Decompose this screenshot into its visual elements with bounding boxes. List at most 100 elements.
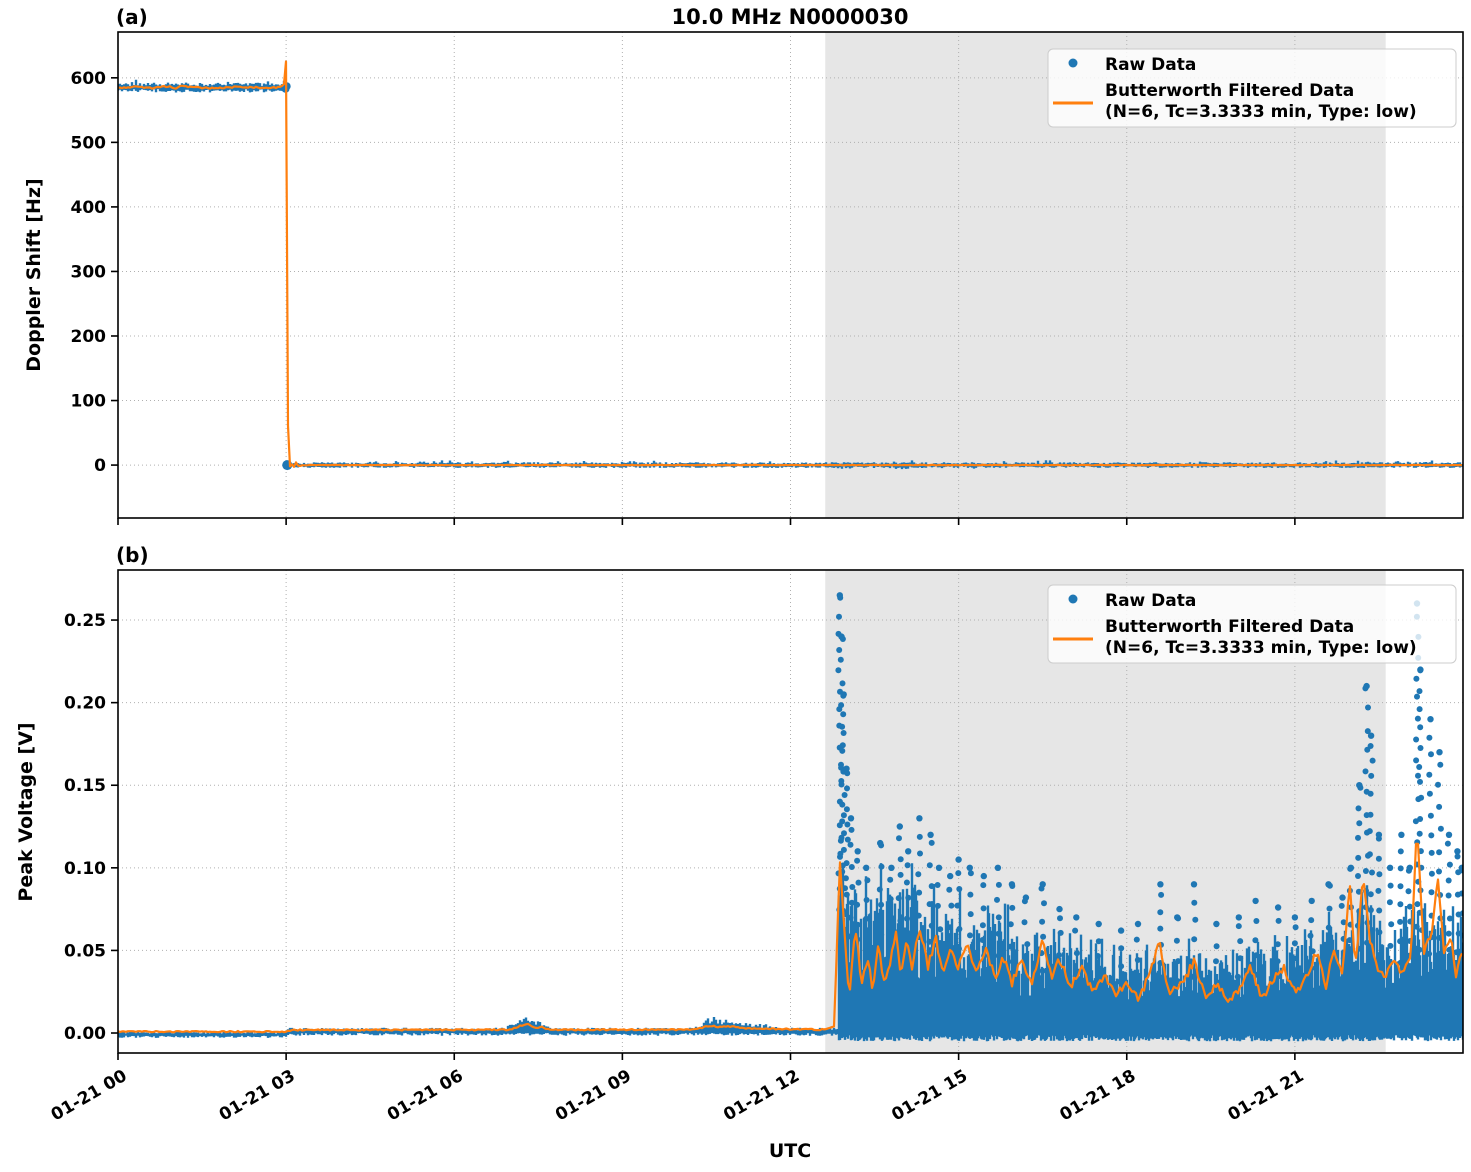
raw-dot xyxy=(916,889,923,896)
raw-dot xyxy=(1009,904,1016,911)
raw-dot xyxy=(1362,868,1369,874)
raw-dot xyxy=(934,882,941,888)
raw-dot xyxy=(980,872,987,880)
data-layer xyxy=(118,60,1463,471)
raw-dot xyxy=(1235,923,1242,930)
raw-dot xyxy=(1367,743,1374,749)
raw-dot xyxy=(1022,894,1030,901)
raw-dot xyxy=(844,821,851,828)
raw-dot xyxy=(855,879,862,886)
raw-dot xyxy=(926,862,933,869)
raw-dot xyxy=(1397,865,1404,872)
raw-dot xyxy=(1073,914,1080,921)
raw-dot xyxy=(842,875,849,882)
raw-dot xyxy=(994,864,1002,871)
legend-raw-label: Raw Data xyxy=(1105,55,1196,75)
raw-dot xyxy=(1413,757,1420,764)
raw-dot xyxy=(1021,919,1028,926)
raw-dot xyxy=(1292,924,1299,931)
raw-dot xyxy=(955,870,962,877)
raw-dot xyxy=(967,891,974,898)
raw-dot xyxy=(1308,897,1315,905)
raw-dot xyxy=(1435,781,1441,788)
raw-dot xyxy=(995,914,1002,921)
raw-dot xyxy=(840,812,847,819)
y-tick-label: 0.05 xyxy=(64,941,106,961)
raw-dot xyxy=(844,836,851,843)
raw-dot xyxy=(847,815,855,822)
raw-data-series xyxy=(118,862,1463,1042)
raw-dot xyxy=(836,613,842,620)
x-tick-label: 01-21 15 xyxy=(888,1066,971,1125)
raw-dot xyxy=(1397,848,1404,855)
raw-dot xyxy=(937,926,944,933)
raw-dot xyxy=(1417,816,1424,822)
raw-dot xyxy=(1367,811,1374,818)
legend-filtered-label-line1: Butterworth Filtered Data xyxy=(1105,617,1354,637)
raw-dot xyxy=(1454,848,1461,855)
raw-dot xyxy=(1458,890,1463,897)
raw-dot xyxy=(1347,864,1355,871)
raw-dot xyxy=(1444,840,1451,847)
raw-dot xyxy=(887,876,894,883)
y-tick-label: 0.25 xyxy=(64,611,106,631)
legend-filtered-label-line1: Butterworth Filtered Data xyxy=(1105,81,1354,101)
y-tick-label: 500 xyxy=(71,133,107,153)
figure-title: 10.0 MHz N0000030 xyxy=(672,5,909,29)
raw-dot xyxy=(837,656,844,663)
raw-dot xyxy=(916,833,923,840)
raw-dot xyxy=(1190,881,1198,888)
raw-dot xyxy=(897,871,904,878)
raw-dot xyxy=(1118,945,1125,952)
raw-dot xyxy=(877,839,884,847)
legend-filtered-label-line2: (N=6, Tc=3.3333 min, Type: low) xyxy=(1105,638,1417,658)
filtered-line-series xyxy=(118,842,1463,1034)
raw-dot xyxy=(1417,745,1424,751)
raw-dot xyxy=(1095,938,1102,945)
legend-filtered-label-line2: (N=6, Tc=3.3333 min, Type: low) xyxy=(1105,102,1417,122)
raw-dot xyxy=(1414,901,1421,908)
raw-dot xyxy=(1338,902,1345,909)
raw-dot xyxy=(1414,693,1420,700)
raw-dot xyxy=(1253,918,1260,924)
raw-dot xyxy=(840,730,847,736)
raw-dot xyxy=(1426,771,1433,778)
raw-dot xyxy=(1413,736,1420,743)
raw-dot xyxy=(979,922,986,929)
raw-dot xyxy=(995,881,1002,888)
raw-dot xyxy=(843,860,850,867)
raw-dot xyxy=(1427,812,1434,819)
raw-dot xyxy=(1436,849,1443,856)
raw-dot xyxy=(843,765,850,772)
y-tick-label: 0 xyxy=(94,456,106,476)
raw-dot xyxy=(1355,873,1361,879)
raw-dot xyxy=(917,850,923,857)
raw-dot xyxy=(1376,907,1383,914)
raw-dot xyxy=(838,781,845,788)
raw-dot xyxy=(1386,864,1394,871)
raw-dot xyxy=(1213,943,1220,950)
y-axis-label-a: Doppler Shift [Hz] xyxy=(23,178,45,371)
legend-b: Raw Data Butterworth Filtered Data (N=6,… xyxy=(1047,584,1457,664)
raw-dot xyxy=(839,723,846,730)
y-tick-label: 0.10 xyxy=(64,859,106,879)
raw-dot xyxy=(1437,825,1444,832)
raw-dot xyxy=(903,879,910,886)
raw-dot xyxy=(888,864,895,871)
raw-dot xyxy=(1134,920,1142,928)
raw-dot xyxy=(848,826,855,833)
raw-dot xyxy=(928,839,935,846)
legend-a: Raw Data Butterworth Filtered Data (N=6,… xyxy=(1047,48,1457,128)
raw-dot xyxy=(1117,927,1125,934)
raw-dot xyxy=(843,806,850,813)
subplot-b: (b) Peak Voltage [V] 0.00 0.05 0.10 0.15 0.2… xyxy=(15,543,1464,1125)
raw-dot xyxy=(847,841,854,848)
y-tick-label: 400 xyxy=(71,198,107,218)
y-tick-label: 300 xyxy=(71,262,107,282)
raw-dot xyxy=(1415,772,1421,779)
raw-dot xyxy=(1416,764,1423,770)
y-tick-label: 0.15 xyxy=(64,776,106,796)
raw-dot xyxy=(955,856,962,863)
raw-dot xyxy=(1213,958,1219,965)
